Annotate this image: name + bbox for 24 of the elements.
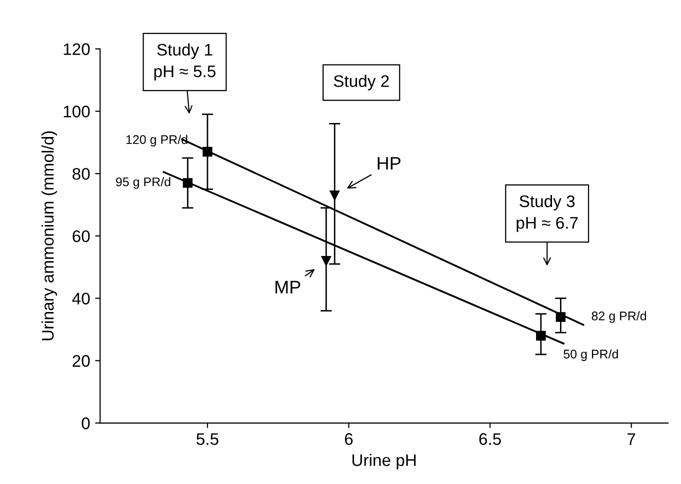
y-tick-label: 40 <box>72 292 90 305</box>
point <box>321 256 332 266</box>
point <box>330 190 340 200</box>
text: HP <box>378 157 400 170</box>
y-tick-label: 0 <box>82 417 90 430</box>
series-label: 120 g PR/d <box>126 134 188 146</box>
x-tick-label: 6 <box>344 433 353 445</box>
x-axis-title: Urine pH <box>352 454 416 470</box>
x-tick-label: 6.5 <box>479 433 501 445</box>
series-label: 95 g PR/d <box>116 177 170 189</box>
text: 82 g PR/d <box>592 311 646 323</box>
annotation: Study 2 <box>334 74 389 90</box>
series-label: 50 g PR/d <box>564 349 618 361</box>
y-tick-label: 20 <box>72 355 90 367</box>
y-tick-label: 100 <box>64 106 90 118</box>
annotation: Study 1 pH ≈ 5.5 <box>154 43 216 81</box>
x-tick-label: 7 <box>628 433 636 445</box>
y-tick-label: 60 <box>72 230 90 242</box>
legend-label: MP <box>276 280 300 294</box>
y-axis-title: Urinary ammonium (mmol/d) <box>41 131 58 340</box>
annotation: Study 3 pH ≈ 6.7 <box>516 194 578 232</box>
y-tick-label: 120 <box>64 43 90 56</box>
y-tick-label: 80 <box>72 168 90 180</box>
x-tick-label: 5.5 <box>196 433 218 445</box>
